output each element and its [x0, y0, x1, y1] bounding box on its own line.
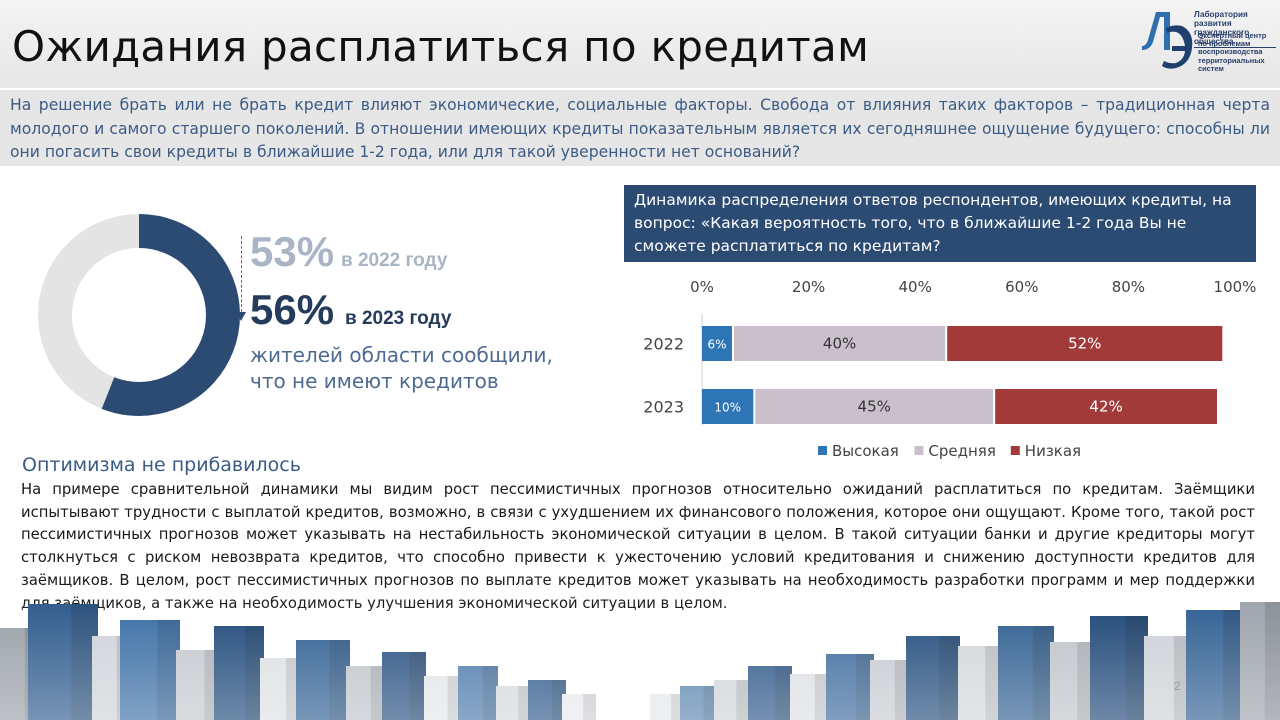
bar-segment [947, 326, 1223, 361]
x-tick-label: 60% [1005, 278, 1038, 296]
donut-chart [38, 214, 240, 416]
decorative-cubes-skyline [0, 596, 1280, 720]
section-body: На примере сравнительной динамики мы вид… [21, 481, 1255, 612]
bar-segment [755, 389, 994, 424]
chart-question: Динамика распределения ответов респонден… [634, 191, 1232, 255]
data-label: 6% [707, 338, 726, 352]
data-label: 45% [858, 398, 891, 416]
stat-description: жителей области сообщили, что не имеют к… [250, 342, 553, 394]
arrow-down-icon [236, 312, 246, 321]
trend-dashed-line [241, 236, 243, 312]
section-subtitle: Оптимизма не прибавилось [22, 454, 301, 476]
legend-label: Средняя [928, 442, 995, 460]
data-label: 10% [714, 401, 741, 415]
legend-swatch [914, 446, 924, 455]
title-bar: Ожидания расплатиться по кредитам [0, 0, 1280, 88]
stat-description-line-1: жителей области сообщили, [250, 343, 553, 367]
skyline-fade [0, 596, 1280, 720]
x-tick-label: 40% [899, 278, 932, 296]
logo-mark-icon [1142, 12, 1193, 69]
category-label: 2023 [643, 398, 684, 417]
intro-text: На решение брать или не брать кредит вли… [10, 96, 1270, 161]
data-label: 40% [823, 335, 856, 353]
logo-title: Лаборатория развития гражданского общест… [1194, 10, 1276, 48]
category-label: 2022 [643, 335, 684, 354]
stat-2022-value: 53% [250, 228, 335, 275]
legend-swatch [818, 446, 827, 455]
x-tick-label: 0% [690, 278, 714, 296]
slide-title: Ожидания расплатиться по кредитам [12, 22, 870, 71]
stat-2023-value: 56% [250, 286, 335, 333]
x-tick-label: 100% [1214, 278, 1257, 296]
stat-2023-label: в 2023 году [345, 308, 452, 329]
intro-panel: На решение брать или не брать кредит вли… [0, 90, 1280, 166]
chart-header: Динамика распределения ответов респонден… [624, 185, 1256, 262]
legend-label: Низкая [1025, 442, 1081, 460]
bar-segment [733, 326, 946, 361]
data-label: 52% [1068, 335, 1101, 353]
stacked-bar-chart: 0% 20% 40% 60% 80% 100% 2022 6% 40% 52% 2023 10% 45%… [643, 278, 1257, 460]
stat-2022-label: в 2022 году [341, 250, 448, 271]
data-label: 42% [1089, 398, 1122, 416]
bar-segment [702, 326, 732, 361]
organization-logo: Лаборатория развития гражданского общест… [1136, 6, 1276, 80]
legend-label: Высокая [832, 442, 899, 460]
stat-description-line-2: что не имеют кредитов [250, 369, 499, 393]
donut-value-segment [38, 214, 240, 416]
bar-segment [702, 389, 754, 424]
bar-segment [995, 389, 1218, 424]
legend-swatch [1010, 446, 1020, 455]
x-tick-label: 20% [792, 278, 825, 296]
x-tick-label: 80% [1112, 278, 1145, 296]
logo-subtitle: Экспертный центр по проблемам воспроизво… [1198, 31, 1267, 73]
page-number: 2 [1174, 679, 1181, 693]
